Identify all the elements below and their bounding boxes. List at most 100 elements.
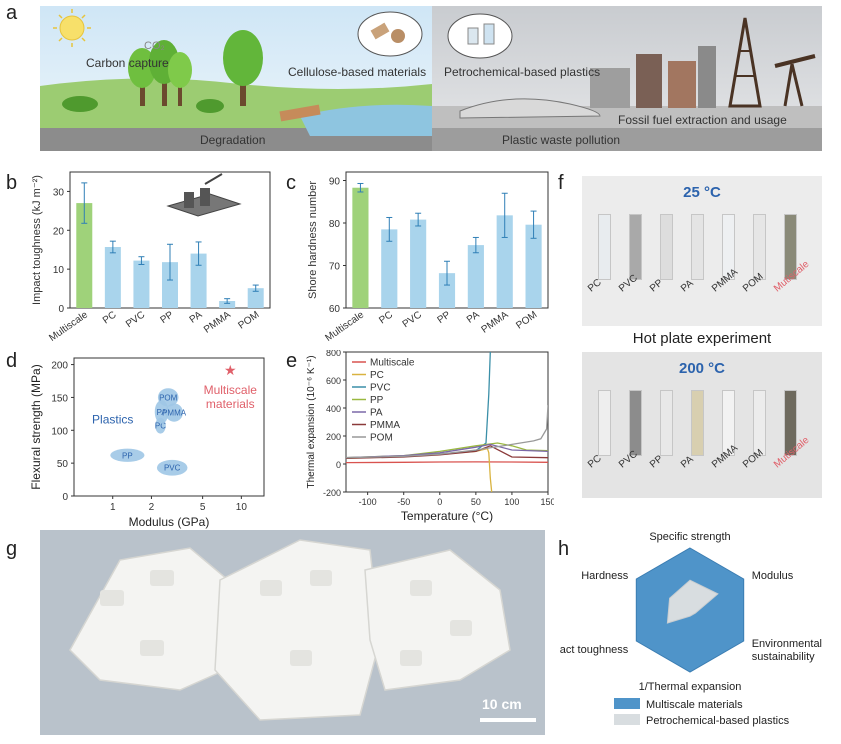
sample-mutiscale <box>784 214 797 280</box>
x-tick-label: 0 <box>437 497 442 507</box>
x-axis-label: Temperature (°C) <box>401 509 493 523</box>
bar-pmma <box>219 301 236 308</box>
y-tick-label: 400 <box>326 404 341 414</box>
y-tick-label: 20 <box>53 226 65 237</box>
x-tick-label: 10 <box>236 502 248 513</box>
legend-label-pmma: PMMA <box>370 420 400 431</box>
y-tick-label: 0 <box>62 492 68 503</box>
plot-frame <box>73 357 265 497</box>
bar-pa <box>467 245 484 308</box>
legend-label-pom: POM <box>370 433 393 444</box>
region-pvc <box>156 459 188 476</box>
hot-plate-label: Hot plate experiment <box>632 330 772 347</box>
chart-e: -200 0 200 400 600 800 -100 -50 0 50 100 150 Multisc… <box>306 350 554 523</box>
x-tick-label: 150 <box>540 497 554 507</box>
bar-pp <box>438 273 456 308</box>
sample-pmma <box>722 390 735 456</box>
y-tick-label: 70 <box>329 262 341 273</box>
panel-label-d: d <box>6 350 18 372</box>
legend-label-plastics: Petrochemical-based plastics <box>646 715 790 727</box>
x-tick-label: PMMA <box>480 309 511 335</box>
x-tick-label: PC <box>101 309 119 326</box>
x-tick-label: 2 <box>149 502 155 513</box>
impact-tester-arm <box>204 173 223 185</box>
x-tick-label: PMMA <box>202 309 233 335</box>
panel-label-f: f <box>558 172 564 194</box>
y-axis-label: Shore hardness number <box>307 181 319 299</box>
y-tick-label: 10 <box>53 265 65 276</box>
region-label-pmma: PMMA <box>162 409 187 418</box>
label-co2: CO₂ <box>144 40 165 52</box>
x-tick-label: PA <box>188 309 205 325</box>
multiscale-star: ★ <box>224 362 237 378</box>
panel-label-a: a <box>6 2 18 24</box>
panel-label-b: b <box>6 172 18 194</box>
region-label-pa: PA <box>157 408 168 417</box>
axis-label-hardness: Hardness <box>581 570 629 582</box>
x-tick-label: POM <box>236 309 261 331</box>
series-line-pmma <box>346 445 548 460</box>
region-pp <box>110 448 145 462</box>
y-tick-label: 600 <box>326 376 341 386</box>
temp-200-label: 200 °C <box>678 360 726 377</box>
y-axis-label: Flexural strength (MPa) <box>29 364 43 489</box>
plot-frame <box>345 351 549 493</box>
legend-swatch-multiscale <box>614 698 640 709</box>
x-tick-label: POM <box>514 309 539 331</box>
y-tick-label: 800 <box>326 350 341 358</box>
legend-label-pc: PC <box>370 370 384 381</box>
y-tick-label: 50 <box>57 459 69 470</box>
label-petrochemical: Petrochemical-based plastics <box>444 65 601 79</box>
x-tick-label: PC <box>377 309 395 326</box>
bar-pmma <box>496 215 513 308</box>
y-tick-label: 100 <box>51 426 68 437</box>
y-tick-label: 0 <box>336 460 341 470</box>
bar-pp <box>162 262 178 308</box>
region-pmma <box>165 403 183 422</box>
y-tick-label: 150 <box>51 393 68 404</box>
multiscale-label-line2: materials <box>206 397 255 411</box>
region-label-pvc: PVC <box>164 464 181 473</box>
bar-pc <box>104 246 121 308</box>
y-tick-label: 200 <box>326 432 341 442</box>
x-tick-label: PP <box>435 309 453 326</box>
legend-label-pp: PP <box>370 395 384 406</box>
sample-label-pom: POM <box>741 271 766 295</box>
axis-label-impact-toughness: Impact toughness <box>560 644 629 656</box>
plastics-label: Plastics <box>92 413 133 427</box>
sample-pc <box>598 214 611 280</box>
y-tick-label: 60 <box>329 304 341 315</box>
series-line-pom <box>346 405 548 459</box>
impact-tester-block <box>184 192 194 208</box>
sample-pvc <box>629 390 642 456</box>
sample-pom <box>753 390 766 456</box>
bar-multiscale <box>352 187 369 308</box>
sample-pp <box>660 214 673 280</box>
region-pom <box>157 388 179 407</box>
scale-bar-label: 10 cm <box>482 696 522 712</box>
impact-tester-block <box>200 188 210 206</box>
x-tick-label: PP <box>158 309 176 326</box>
region-label-pc: PC <box>155 422 166 431</box>
series-line-multiscale <box>346 461 548 464</box>
panel-label-h: h <box>558 538 570 560</box>
sample-pc <box>598 390 611 456</box>
legend-swatch-plastics <box>614 714 640 725</box>
y-axis-label: Thermal expansion (10⁻⁶ K⁻¹) <box>306 355 317 488</box>
axis-label-environmental-sustainability-line1: Environmental <box>752 638 822 650</box>
sample-label-pa: PA <box>679 453 696 471</box>
legend-label-multiscale: Multiscale materials <box>646 699 743 711</box>
bar-pvc <box>133 260 150 308</box>
panel-f-photo-200: 200 °C PC PVC PP PA PMMA POM Mutiscale <box>582 352 822 498</box>
x-axis-label: Modulus (GPa) <box>129 515 210 529</box>
legend-label-pa: PA <box>370 408 383 419</box>
label-fossil: Fossil fuel extraction and usage <box>618 113 787 127</box>
panel-label-c: c <box>286 172 296 194</box>
y-axis-label: Impact toughness (kJ m⁻²) <box>31 175 43 305</box>
sample-mutiscale <box>784 390 797 456</box>
series-line-pvc <box>346 352 491 459</box>
bar-pvc <box>410 219 427 308</box>
x-tick-label: 50 <box>471 497 481 507</box>
label-waste: Plastic waste pollution <box>502 133 621 147</box>
